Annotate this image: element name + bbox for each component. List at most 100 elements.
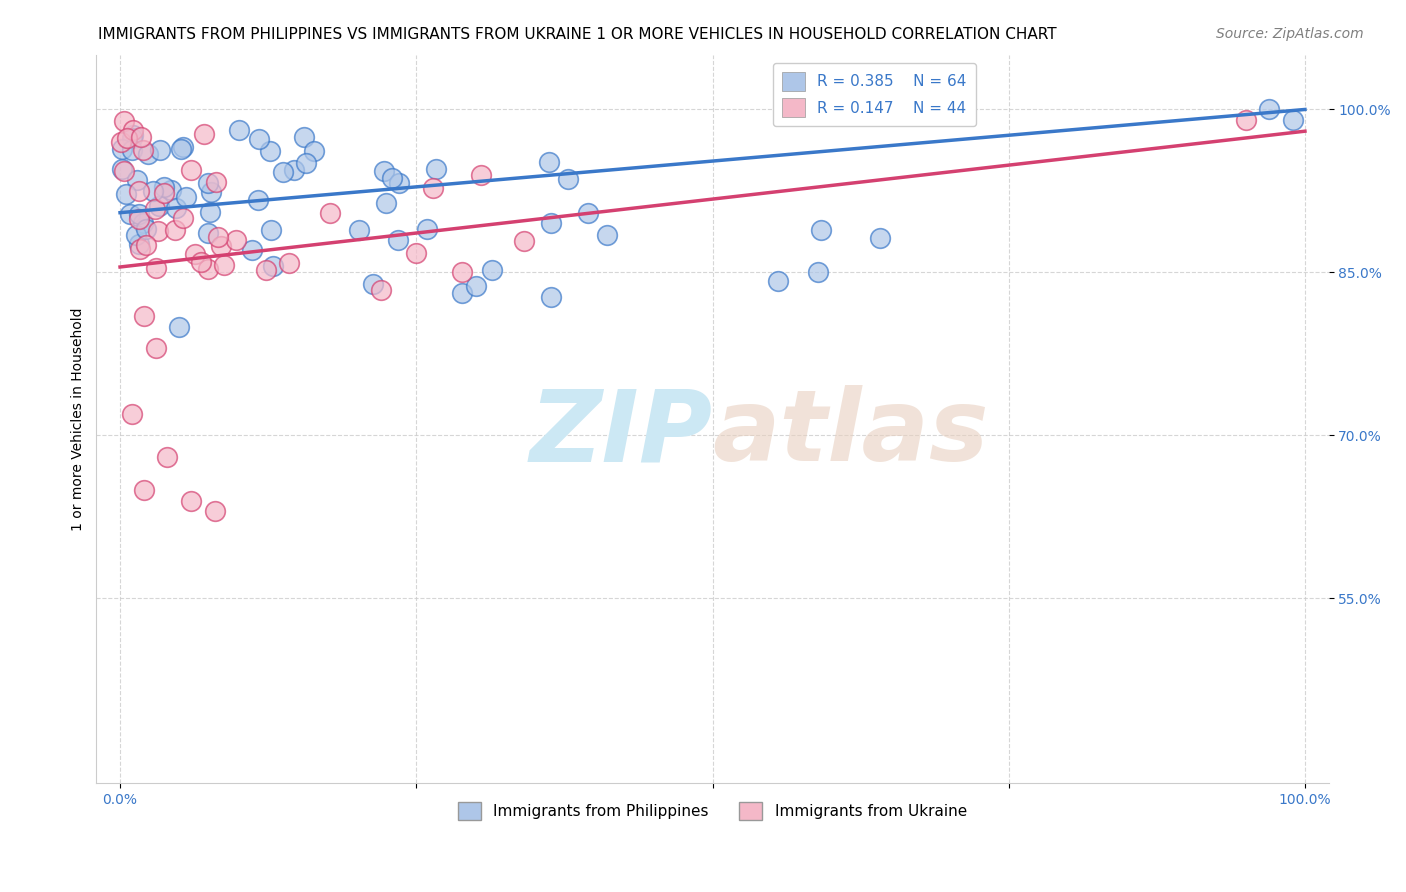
Point: [125, 227, 148, 242]
Point: [115, 130, 138, 145]
Point: [121, 407, 143, 421]
Point: [375, 195, 398, 210]
Point: [295, 156, 318, 170]
Point: [283, 162, 305, 177]
Point: [262, 259, 284, 273]
Point: [425, 162, 447, 177]
Point: [132, 483, 155, 497]
Point: [134, 222, 156, 236]
Point: [228, 122, 250, 136]
Point: [112, 114, 135, 128]
Point: [302, 145, 325, 159]
Point: [319, 206, 342, 220]
Point: [204, 504, 226, 518]
Point: [540, 289, 562, 303]
Point: [148, 199, 170, 213]
Point: [388, 177, 411, 191]
Point: [121, 143, 143, 157]
Point: [156, 450, 179, 464]
Point: [200, 186, 222, 200]
Point: [416, 222, 439, 236]
Point: [115, 187, 138, 202]
Point: [165, 223, 187, 237]
Point: [1258, 103, 1281, 117]
Point: [145, 342, 167, 356]
Point: [121, 123, 143, 137]
Point: [190, 254, 212, 268]
Text: Source: ZipAtlas.com: Source: ZipAtlas.com: [1216, 27, 1364, 41]
Point: [169, 319, 191, 334]
Point: [464, 278, 486, 293]
Point: [129, 130, 152, 145]
Point: [127, 173, 149, 187]
Point: [180, 493, 202, 508]
Point: [184, 247, 207, 261]
Point: [278, 256, 301, 270]
Point: [207, 229, 229, 244]
Point: [259, 144, 281, 158]
Point: [538, 154, 561, 169]
Point: [596, 227, 619, 242]
Point: [128, 184, 150, 198]
Point: [197, 226, 219, 240]
Point: [361, 277, 384, 291]
Point: [135, 237, 157, 252]
Point: [292, 130, 315, 145]
Point: [170, 142, 193, 156]
Point: [128, 212, 150, 227]
Point: [197, 261, 219, 276]
Point: [128, 207, 150, 221]
Y-axis label: 1 or more Vehicles in Household: 1 or more Vehicles in Household: [72, 308, 86, 531]
Point: [165, 202, 187, 216]
Point: [212, 258, 235, 272]
Point: [149, 143, 172, 157]
Point: [138, 147, 160, 161]
Text: ZIP: ZIP: [530, 385, 713, 483]
Point: [240, 243, 263, 257]
Point: [142, 184, 165, 198]
Point: [205, 175, 228, 189]
Point: [481, 263, 503, 277]
Point: [152, 186, 174, 201]
Point: [405, 245, 427, 260]
Point: [254, 262, 277, 277]
Point: [451, 286, 474, 301]
Point: [1282, 113, 1305, 128]
Point: [145, 202, 167, 216]
Point: [180, 163, 202, 178]
Point: [129, 243, 152, 257]
Point: [807, 265, 830, 279]
Point: [513, 235, 536, 249]
Legend: Immigrants from Philippines, Immigrants from Ukraine: Immigrants from Philippines, Immigrants …: [453, 796, 973, 826]
Point: [197, 176, 219, 190]
Point: [193, 127, 215, 141]
Point: [470, 168, 492, 182]
Point: [387, 233, 409, 247]
Point: [110, 136, 132, 150]
Point: [247, 132, 270, 146]
Point: [247, 193, 270, 207]
Point: [198, 204, 221, 219]
Point: [111, 142, 134, 156]
Point: [557, 172, 579, 186]
Point: [576, 205, 599, 219]
Point: [121, 130, 143, 145]
Point: [153, 180, 176, 194]
Point: [111, 162, 134, 177]
Point: [271, 165, 294, 179]
Point: [540, 216, 562, 230]
Point: [1234, 113, 1257, 128]
Point: [145, 260, 167, 275]
Point: [810, 223, 832, 237]
Point: [132, 143, 155, 157]
Point: [225, 233, 247, 247]
Point: [128, 237, 150, 252]
Point: [260, 223, 283, 237]
Point: [160, 183, 183, 197]
Point: [381, 171, 404, 186]
Point: [373, 163, 395, 178]
Point: [146, 224, 169, 238]
Point: [370, 283, 392, 297]
Point: [172, 211, 194, 225]
Point: [209, 239, 232, 253]
